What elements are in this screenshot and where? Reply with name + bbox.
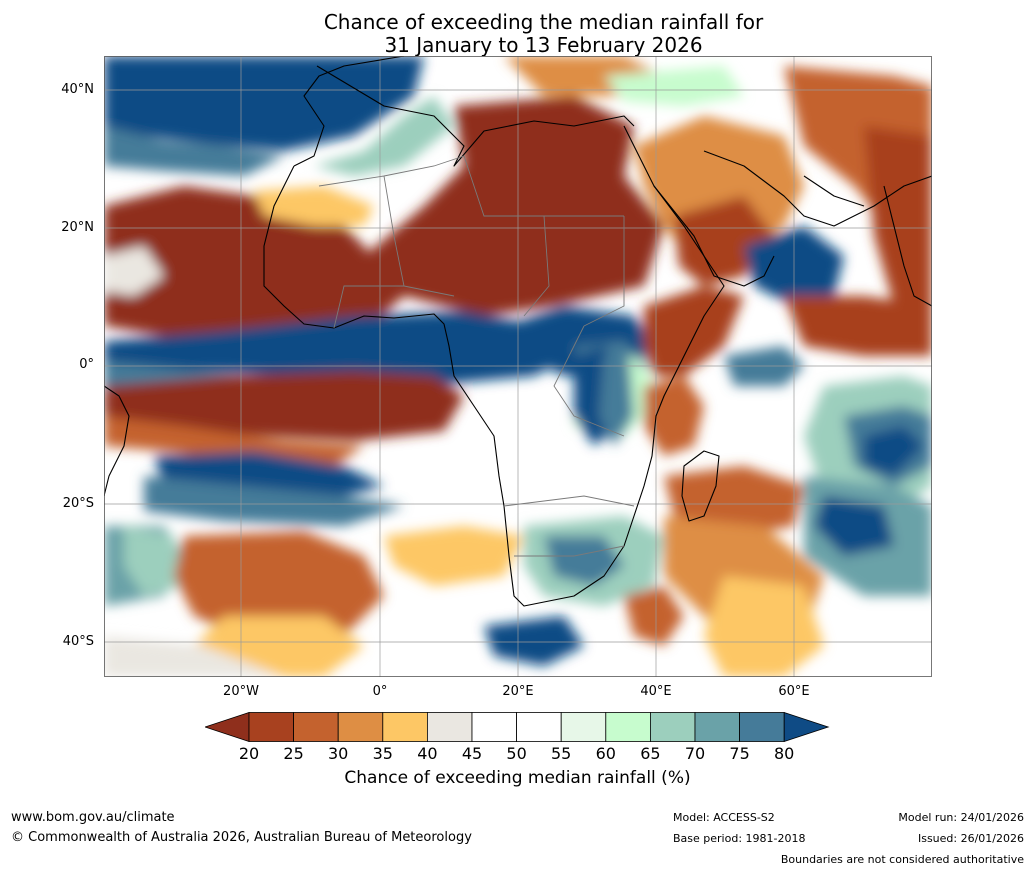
- footer-base-period: Base period: 1981-2018: [673, 832, 806, 845]
- footer-model-run: Model run: 24/01/2026: [898, 811, 1024, 824]
- lon-label-40e: 40°E: [640, 684, 672, 699]
- lat-label-0: 0°: [79, 357, 94, 372]
- footer-model: Model: ACCESS-S2: [673, 811, 775, 824]
- colorbar-tick-label: 20: [238, 744, 260, 763]
- colorbar-tick-label: 80: [774, 744, 795, 763]
- rainfall-field: [104, 56, 932, 677]
- coastlines: [104, 56, 932, 607]
- colorbar-bin: [516, 712, 562, 742]
- colorbar-bin: [293, 712, 339, 742]
- colorbar-tick-label: 55: [551, 744, 572, 763]
- map-title-line1: Chance of exceeding the median rainfall …: [323, 10, 764, 34]
- rainfall-probability-map: [104, 56, 932, 677]
- colorbar-bin: [382, 712, 428, 742]
- colorbar-tick-label: 65: [640, 744, 661, 763]
- country-borders: [318, 155, 635, 557]
- colorbar-tick-label: 60: [595, 744, 616, 763]
- lon-label-20w: 20°W: [223, 684, 259, 699]
- colorbar-tick-label: 70: [684, 744, 706, 763]
- colorbar-extend-high: [783, 712, 830, 742]
- colorbar-tick-label: 45: [461, 744, 483, 763]
- colorbar-extend-low: [205, 712, 250, 742]
- footer-copyright: © Commonwealth of Australia 2026, Austra…: [11, 830, 472, 845]
- lat-label-20n: 20°N: [61, 220, 94, 235]
- footer-site: www.bom.gov.au/climate: [11, 810, 175, 825]
- lat-label-20s: 20°S: [62, 496, 94, 511]
- colorbar: [205, 712, 830, 742]
- colorbar-tick-label: 25: [283, 744, 304, 763]
- lon-label-60e: 60°E: [778, 684, 810, 699]
- colorbar-bin: [605, 712, 651, 742]
- colorbar-tick-label: 50: [506, 744, 527, 763]
- colorbar-bin: [471, 712, 517, 742]
- footer-boundaries-note: Boundaries are not considered authoritat…: [780, 853, 1024, 866]
- colorbar-bin: [248, 712, 294, 742]
- colorbar-tick-label: 40: [417, 744, 438, 763]
- colorbar-label: Chance of exceeding median rainfall (%): [344, 768, 691, 788]
- colorbar-bin: [337, 712, 384, 742]
- lat-label-40s: 40°S: [62, 634, 94, 649]
- colorbar-bin: [560, 712, 607, 742]
- colorbar-bin: [649, 712, 696, 742]
- colorbar-bin: [694, 712, 740, 742]
- lon-label-0: 0°: [372, 684, 388, 699]
- map-gridlines: [104, 56, 932, 677]
- colorbar-bin: [739, 712, 785, 742]
- lon-label-20e: 20°E: [502, 684, 534, 699]
- colorbar-tick-label: 75: [729, 744, 750, 763]
- map-title-line2: 31 January to 13 February 2026: [384, 33, 703, 57]
- colorbar-tick-label: 35: [372, 744, 393, 763]
- lat-label-40n: 40°N: [61, 82, 94, 97]
- footer-issued: Issued: 26/01/2026: [917, 832, 1024, 845]
- colorbar-tick-label: 30: [328, 744, 349, 763]
- colorbar-bin: [426, 712, 473, 742]
